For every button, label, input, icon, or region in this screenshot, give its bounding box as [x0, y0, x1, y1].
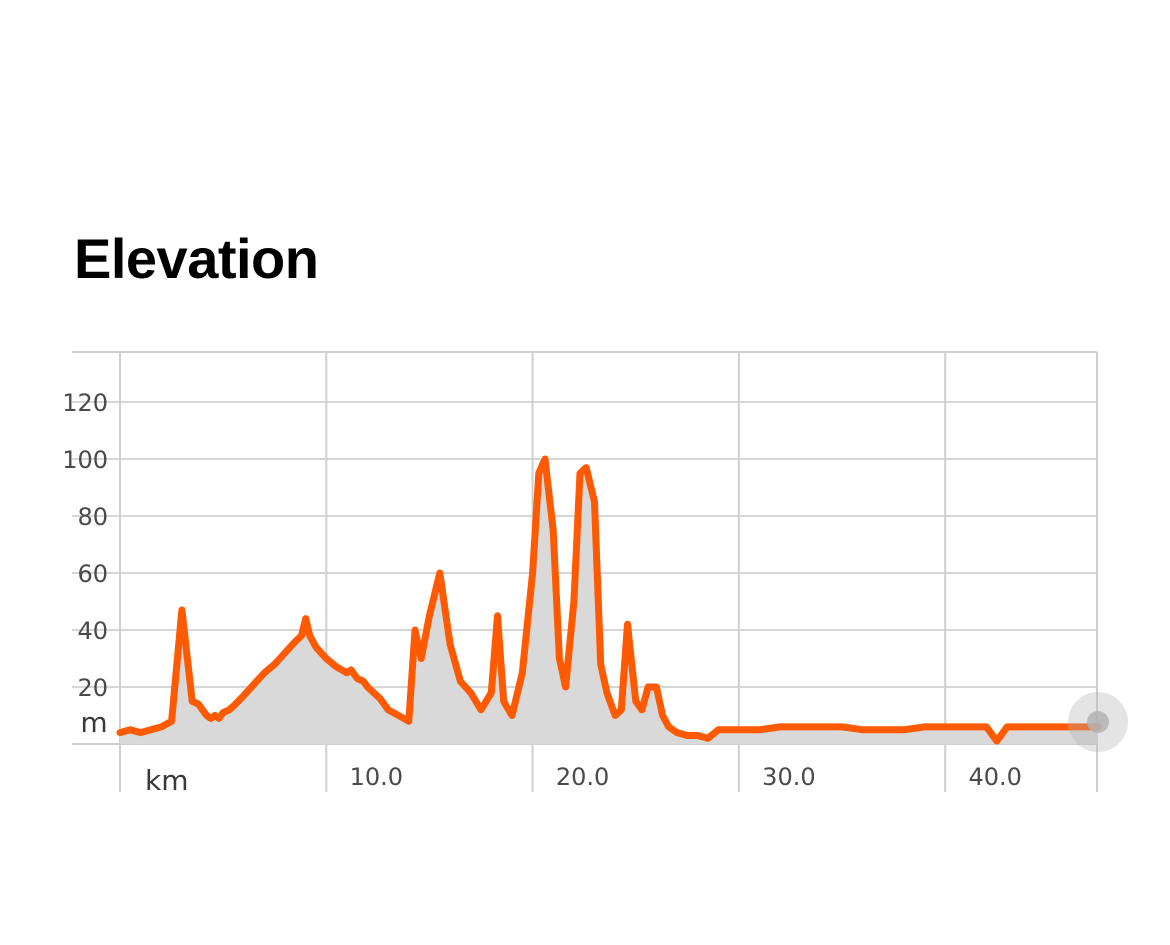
elevation-line [116, 455, 1102, 745]
y-tick-label: 100 [62, 446, 108, 474]
scrubber-knob[interactable] [1087, 711, 1109, 733]
y-tick-label: 120 [62, 389, 108, 417]
y-tick-label: 80 [77, 503, 108, 531]
y-axis-unit-label: m [80, 706, 107, 739]
x-tick-label: 40.0 [968, 763, 1021, 791]
axis-ticks: 20 40 60 80 100 120 10.0 20.0 30.0 40.0 [62, 389, 1022, 791]
x-axis-unit-label: km [145, 764, 189, 797]
y-tick-label: 40 [77, 617, 108, 645]
scrubber-handle[interactable] [1068, 692, 1128, 752]
y-tick-label: 20 [77, 674, 108, 702]
x-tick-label: 30.0 [762, 763, 815, 791]
x-tick-label: 10.0 [350, 763, 403, 791]
y-tick-label: 60 [77, 560, 108, 588]
chart-title: Elevation [74, 227, 319, 290]
x-tick-label: 20.0 [556, 763, 609, 791]
